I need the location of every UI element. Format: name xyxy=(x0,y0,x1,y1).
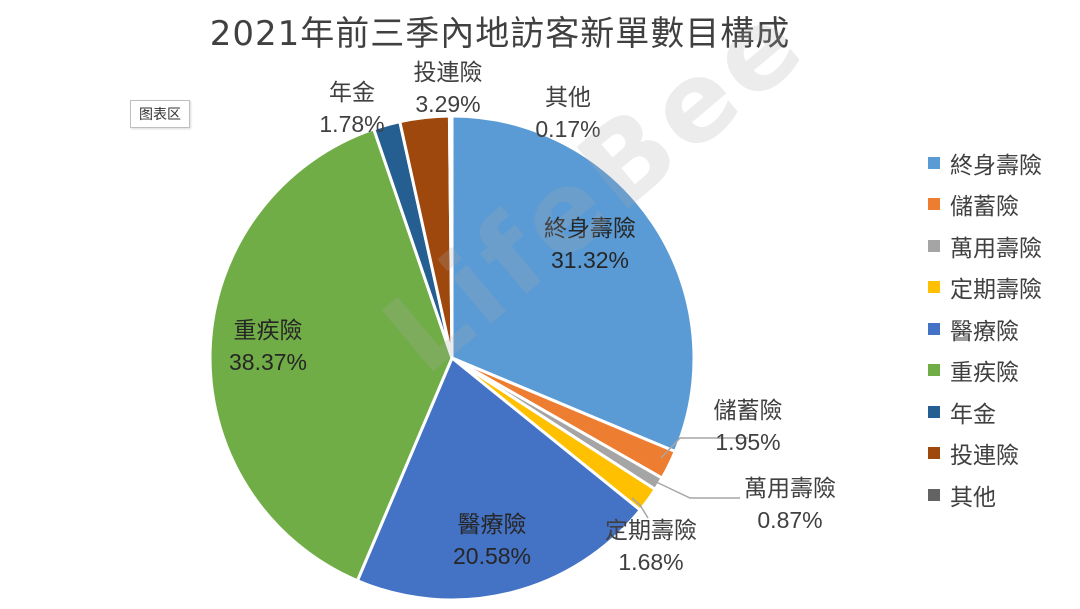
legend-label: 定期壽險 xyxy=(950,277,1042,304)
slice-value-label: 20.58% xyxy=(453,543,531,569)
legend-item: 萬用壽險 xyxy=(928,225,1042,267)
legend-item: 重疾險 xyxy=(928,350,1042,392)
slice-value-label: 0.87% xyxy=(757,507,822,533)
legend-item: 終身壽險 xyxy=(928,142,1042,184)
slice-value-label: 1.68% xyxy=(618,549,683,575)
legend-label: 投連險 xyxy=(950,443,1019,470)
slice-name-label: 其他 xyxy=(545,85,591,111)
slice-name-label: 醫療險 xyxy=(458,512,527,538)
legend-swatch xyxy=(928,281,940,294)
slice-value-label: 3.29% xyxy=(415,91,480,117)
slice-value-label: 1.95% xyxy=(715,429,780,455)
legend-item: 醫療險 xyxy=(928,308,1042,350)
leader-line xyxy=(651,479,740,499)
legend-swatch xyxy=(928,364,940,377)
legend-swatch xyxy=(928,447,940,460)
legend-item: 年金 xyxy=(928,391,1042,433)
legend-item: 投連險 xyxy=(928,433,1042,475)
slice-name-label: 定期壽險 xyxy=(605,518,697,544)
leader-line xyxy=(631,497,649,519)
legend-label: 儲蓄險 xyxy=(950,194,1019,221)
slice-value-label: 1.78% xyxy=(319,111,384,137)
legend-label: 終身壽險 xyxy=(950,152,1042,179)
legend-swatch xyxy=(928,405,940,418)
legend-swatch xyxy=(928,239,940,252)
slice-value-label: 31.32% xyxy=(551,247,629,273)
pie-slice xyxy=(450,114,696,454)
legend-swatch xyxy=(928,198,940,211)
legend-swatch xyxy=(928,156,940,169)
slice-name-label: 重疾險 xyxy=(234,318,303,344)
chart-area-tag: 图表区 xyxy=(130,100,190,128)
legend-label: 年金 xyxy=(950,401,996,428)
pie-slice xyxy=(355,355,643,602)
legend-item: 儲蓄險 xyxy=(928,184,1042,226)
legend-label: 萬用壽險 xyxy=(950,235,1042,262)
slice-name-label: 投連險 xyxy=(414,60,483,86)
pie-slice xyxy=(447,114,454,359)
legend-label: 醫療險 xyxy=(950,318,1019,345)
slice-value-label: 0.17% xyxy=(535,116,600,142)
legend-label: 重疾險 xyxy=(950,360,1019,387)
slice-name-label: 年金 xyxy=(329,80,375,106)
slice-value-label: 38.37% xyxy=(229,349,307,375)
legend-swatch xyxy=(928,322,940,335)
legend-label: 其他 xyxy=(950,484,996,511)
slice-name-label: 儲蓄險 xyxy=(714,398,783,424)
slice-name-label: 終身壽險 xyxy=(544,216,636,242)
chart-title: 2021年前三季內地訪客新單數目構成 xyxy=(209,14,791,54)
pie-slice xyxy=(208,127,454,583)
legend-item: 其他 xyxy=(928,474,1042,516)
legend: 終身壽險儲蓄險萬用壽險定期壽險醫療險重疾險年金投連險其他 xyxy=(928,142,1042,516)
legend-item: 定期壽險 xyxy=(928,267,1042,309)
leader-line xyxy=(660,437,748,459)
legend-swatch xyxy=(928,488,940,501)
slice-name-label: 萬用壽險 xyxy=(744,476,836,502)
